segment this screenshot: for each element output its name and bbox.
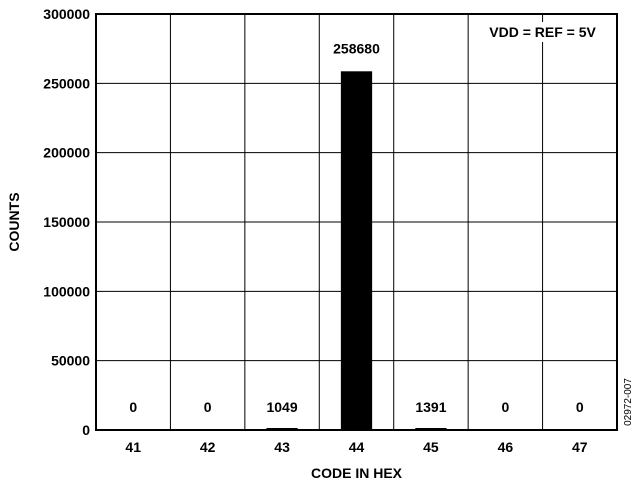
x-tick-labels: 41 42 43 44 45 46 47: [125, 439, 587, 455]
y-tick-label: 50000: [51, 353, 90, 369]
data-label-47: 0: [576, 399, 584, 415]
figure-id: 02972-007: [623, 378, 634, 426]
y-tick-label: 0: [82, 422, 90, 438]
data-label-43: 1049: [266, 399, 297, 415]
annotation-vdd-ref: VDD = REF = 5V: [489, 24, 596, 40]
data-label-46: 0: [501, 399, 509, 415]
x-tick-label: 43: [274, 439, 290, 455]
x-tick-label: 46: [498, 439, 514, 455]
y-tick-labels: 0 50000 100000 150000 200000 250000 300000: [43, 6, 90, 438]
bars: [266, 71, 447, 431]
plot-frame: [95, 13, 618, 431]
x-tick-label: 47: [572, 439, 588, 455]
x-tick-label: 41: [125, 439, 141, 455]
x-tick-label: 45: [423, 439, 439, 455]
x-tick-label: 44: [349, 439, 365, 455]
x-tick-label: 42: [200, 439, 216, 455]
data-labels: 0 0 1049 258680 1391 0 0: [129, 40, 584, 415]
x-axis-title: CODE IN HEX: [311, 465, 403, 481]
y-axis-title: COUNTS: [6, 192, 22, 251]
data-label-41: 0: [129, 399, 137, 415]
y-tick-label: 300000: [43, 6, 90, 22]
bar-44: [340, 71, 373, 431]
annotation-box: [478, 22, 607, 42]
data-label-42: 0: [204, 399, 212, 415]
y-tick-label: 100000: [43, 283, 90, 299]
y-tick-label: 250000: [43, 75, 90, 91]
y-tick-label: 200000: [43, 145, 90, 161]
data-label-45: 1391: [415, 399, 446, 415]
data-label-44: 258680: [333, 40, 380, 56]
y-tick-label: 150000: [43, 214, 90, 230]
